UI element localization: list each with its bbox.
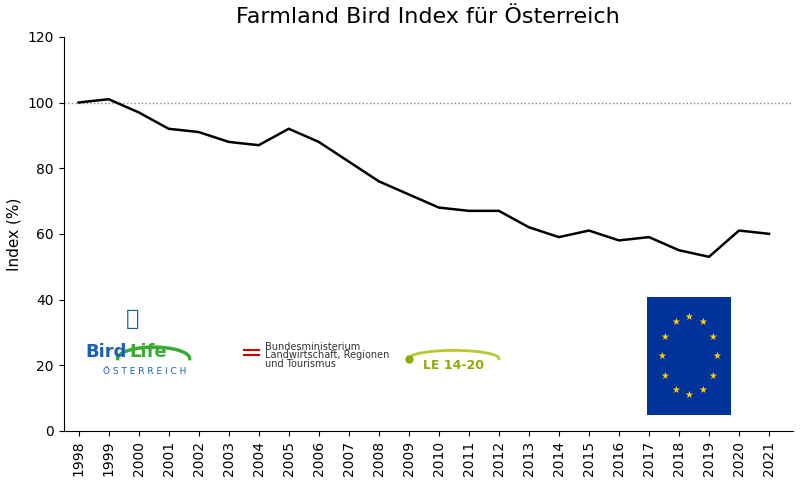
Y-axis label: Index (%): Index (%) (7, 197, 22, 270)
Text: Bird: Bird (86, 343, 126, 361)
Text: LE 14-20: LE 14-20 (423, 359, 484, 371)
Title: Farmland Bird Index für Österreich: Farmland Bird Index für Österreich (237, 7, 620, 27)
Text: Landwirtschaft, Regionen: Landwirtschaft, Regionen (265, 350, 389, 360)
Text: Life: Life (130, 343, 167, 361)
Text: Ö S T E R R E I C H: Ö S T E R R E I C H (103, 367, 186, 376)
Text: und Tourismus: und Tourismus (265, 358, 335, 369)
Text: 🐦: 🐦 (126, 309, 139, 329)
Text: Bundesministerium: Bundesministerium (265, 342, 360, 352)
